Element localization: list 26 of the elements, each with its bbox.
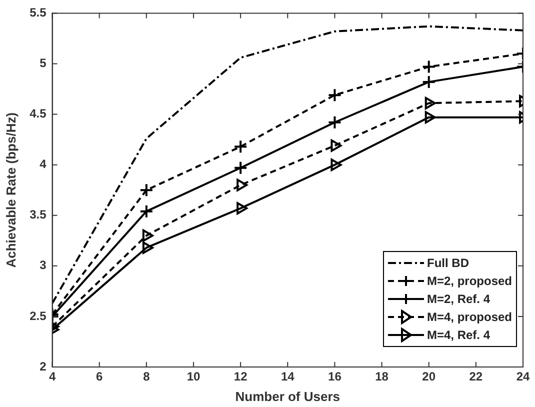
y-tick-label: 2.5	[30, 308, 47, 323]
y-tick-label: 5	[40, 56, 47, 70]
legend-label: M=2, Ref. 4	[427, 292, 490, 306]
x-tick-label: 10	[186, 370, 200, 384]
y-tick-label: 3.5	[30, 208, 47, 222]
x-tick-label: 6	[96, 370, 104, 384]
y-tick-label: 4.5	[30, 106, 47, 121]
legend-label: M=4, Ref. 4	[427, 328, 490, 342]
x-tick-label: 4	[48, 370, 56, 384]
y-tick-label: 2	[40, 359, 47, 374]
legend-label: M=2, proposed	[427, 274, 512, 288]
x-tick-label: 18	[375, 370, 389, 384]
y-tick-label: 5.5	[30, 6, 47, 20]
x-tick-label: 14	[280, 370, 295, 384]
x-tick-label: 8	[143, 370, 150, 384]
x-axis-title: Number of Users	[235, 388, 340, 404]
x-tick-label: 24	[516, 370, 530, 384]
x-tick-label: 22	[469, 370, 483, 384]
x-tick-label: 20	[422, 370, 436, 384]
y-tick-label: 4	[40, 157, 47, 172]
legend-label: Full BD	[427, 256, 469, 270]
y-tick-label: 3	[40, 258, 47, 272]
x-tick-label: 12	[234, 370, 248, 384]
y-axis-title: Achievable Rate (bps/Hz)	[3, 112, 18, 268]
x-tick-label: 16	[328, 370, 342, 384]
legend-label: M=4, proposed	[427, 310, 512, 324]
